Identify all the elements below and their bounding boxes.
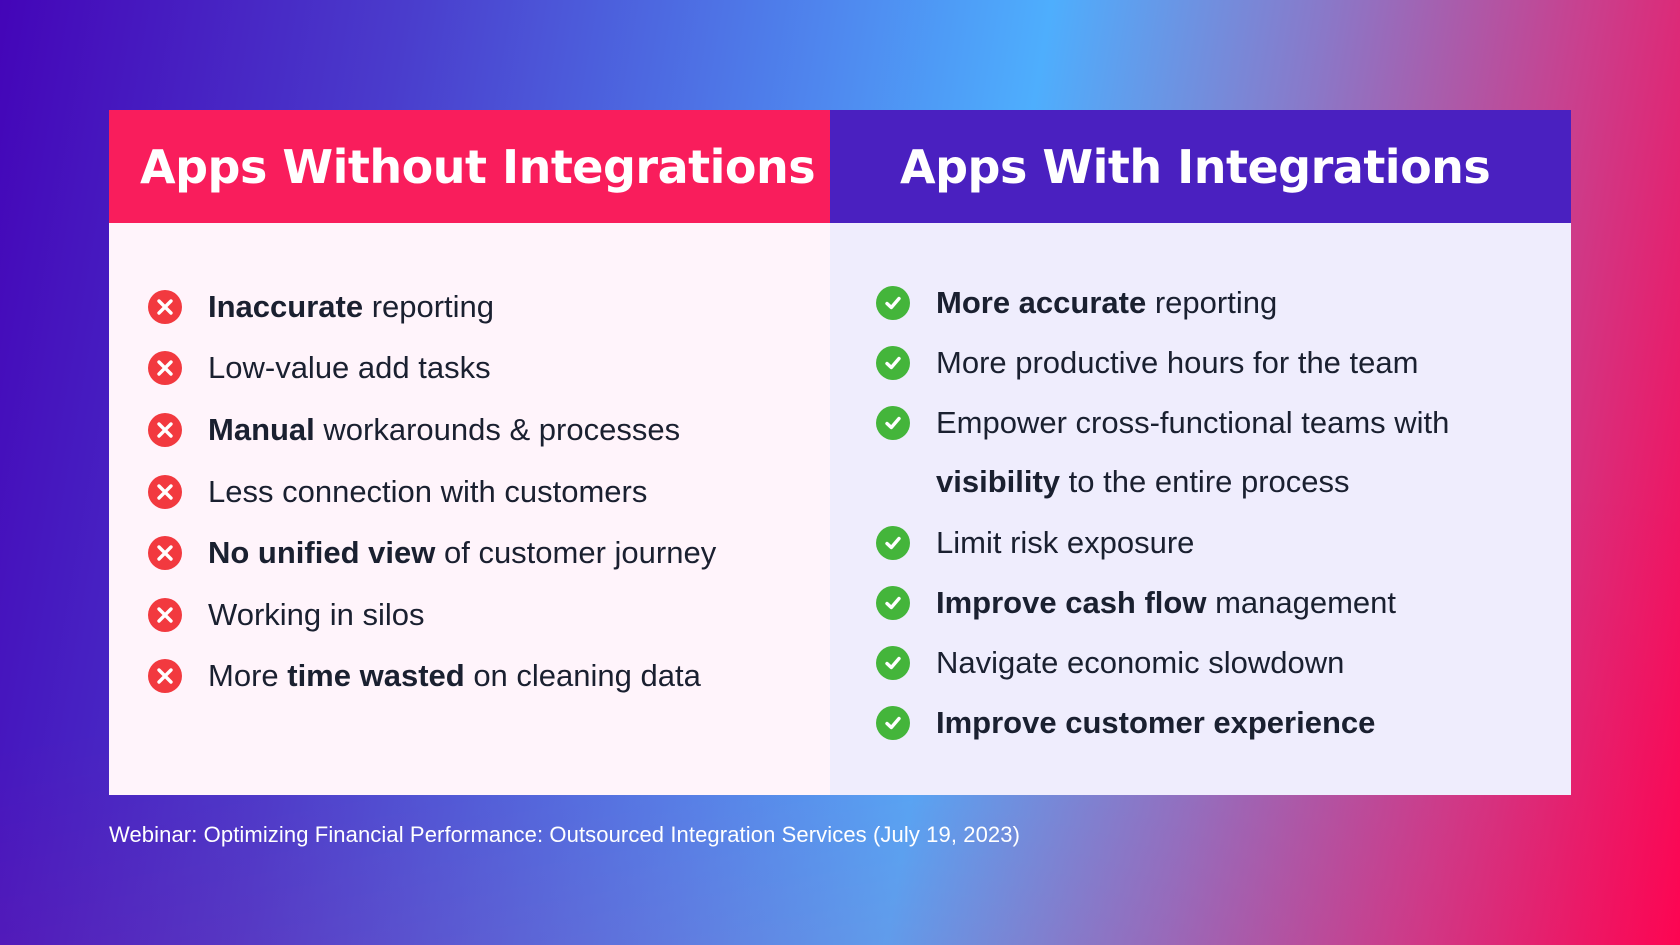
- without-integrations-column: Apps Without Integrations Inaccurate rep…: [109, 110, 830, 795]
- x-circle-icon: [148, 598, 182, 632]
- list-item: More productive hours for the team: [876, 345, 1418, 381]
- list-item: Empower cross-functional teams with: [876, 405, 1449, 441]
- list-item: More time wasted on cleaning data: [148, 658, 701, 694]
- x-circle-icon: [148, 475, 182, 509]
- item-text: Navigate economic slowdown: [936, 645, 1345, 680]
- list-item: More accurate reporting: [876, 285, 1277, 321]
- item-text: Limit risk exposure: [936, 525, 1195, 560]
- check-circle-icon: [876, 346, 910, 380]
- x-circle-icon: [148, 536, 182, 570]
- list-item: Less connection with customers: [148, 474, 647, 510]
- check-circle-icon: [876, 286, 910, 320]
- x-circle-icon: [148, 659, 182, 693]
- list-item: No unified view of customer journey: [148, 535, 716, 571]
- item-text: Inaccurate reporting: [208, 289, 495, 324]
- list-item: Navigate economic slowdown: [876, 645, 1344, 681]
- item-text: Empower cross-functional teams with: [936, 405, 1450, 440]
- item-text: More accurate reporting: [936, 285, 1278, 320]
- list-item: Inaccurate reporting: [148, 289, 494, 325]
- item-text: Improve cash flow management: [936, 585, 1397, 620]
- source-caption: Webinar: Optimizing Financial Performanc…: [109, 822, 1021, 847]
- with-integrations-header: Apps With Integrations: [830, 110, 1571, 223]
- check-circle-icon: [876, 646, 910, 680]
- item-text: Low-value add tasks: [208, 350, 491, 385]
- with-integrations-title: Apps With Integrations: [900, 139, 1491, 194]
- check-circle-icon: [876, 706, 910, 740]
- item-text: Working in silos: [208, 597, 425, 632]
- list-item: Improve customer experience: [876, 705, 1375, 741]
- x-circle-icon: [148, 413, 182, 447]
- list-item: Manual workarounds & processes: [148, 412, 680, 448]
- list-item: Limit risk exposure: [876, 525, 1194, 561]
- check-circle-icon: [876, 406, 910, 440]
- check-circle-icon: [876, 526, 910, 560]
- list-item: Working in silos: [148, 597, 425, 633]
- without-integrations-header: Apps Without Integrations: [109, 110, 830, 223]
- x-circle-icon: [148, 290, 182, 324]
- with-integrations-column: Apps With Integrations More accurate rep…: [830, 110, 1571, 795]
- x-circle-icon: [148, 351, 182, 385]
- item-text: More productive hours for the team: [936, 345, 1419, 380]
- item-text: Less connection with customers: [208, 474, 648, 509]
- without-integrations-title: Apps Without Integrations: [140, 139, 816, 194]
- check-circle-icon: [876, 586, 910, 620]
- list-item: Low-value add tasks: [148, 350, 491, 386]
- comparison-card: Apps Without Integrations Inaccurate rep…: [109, 110, 1571, 795]
- item-text: Manual workarounds & processes: [208, 412, 681, 447]
- item-text: No unified view of customer journey: [208, 535, 717, 570]
- item-text: More time wasted on cleaning data: [208, 658, 701, 693]
- list-item: Improve cash flow management: [876, 585, 1396, 621]
- item-text-continuation: visibility to the entire process: [936, 464, 1350, 499]
- item-text: Improve customer experience: [936, 705, 1376, 740]
